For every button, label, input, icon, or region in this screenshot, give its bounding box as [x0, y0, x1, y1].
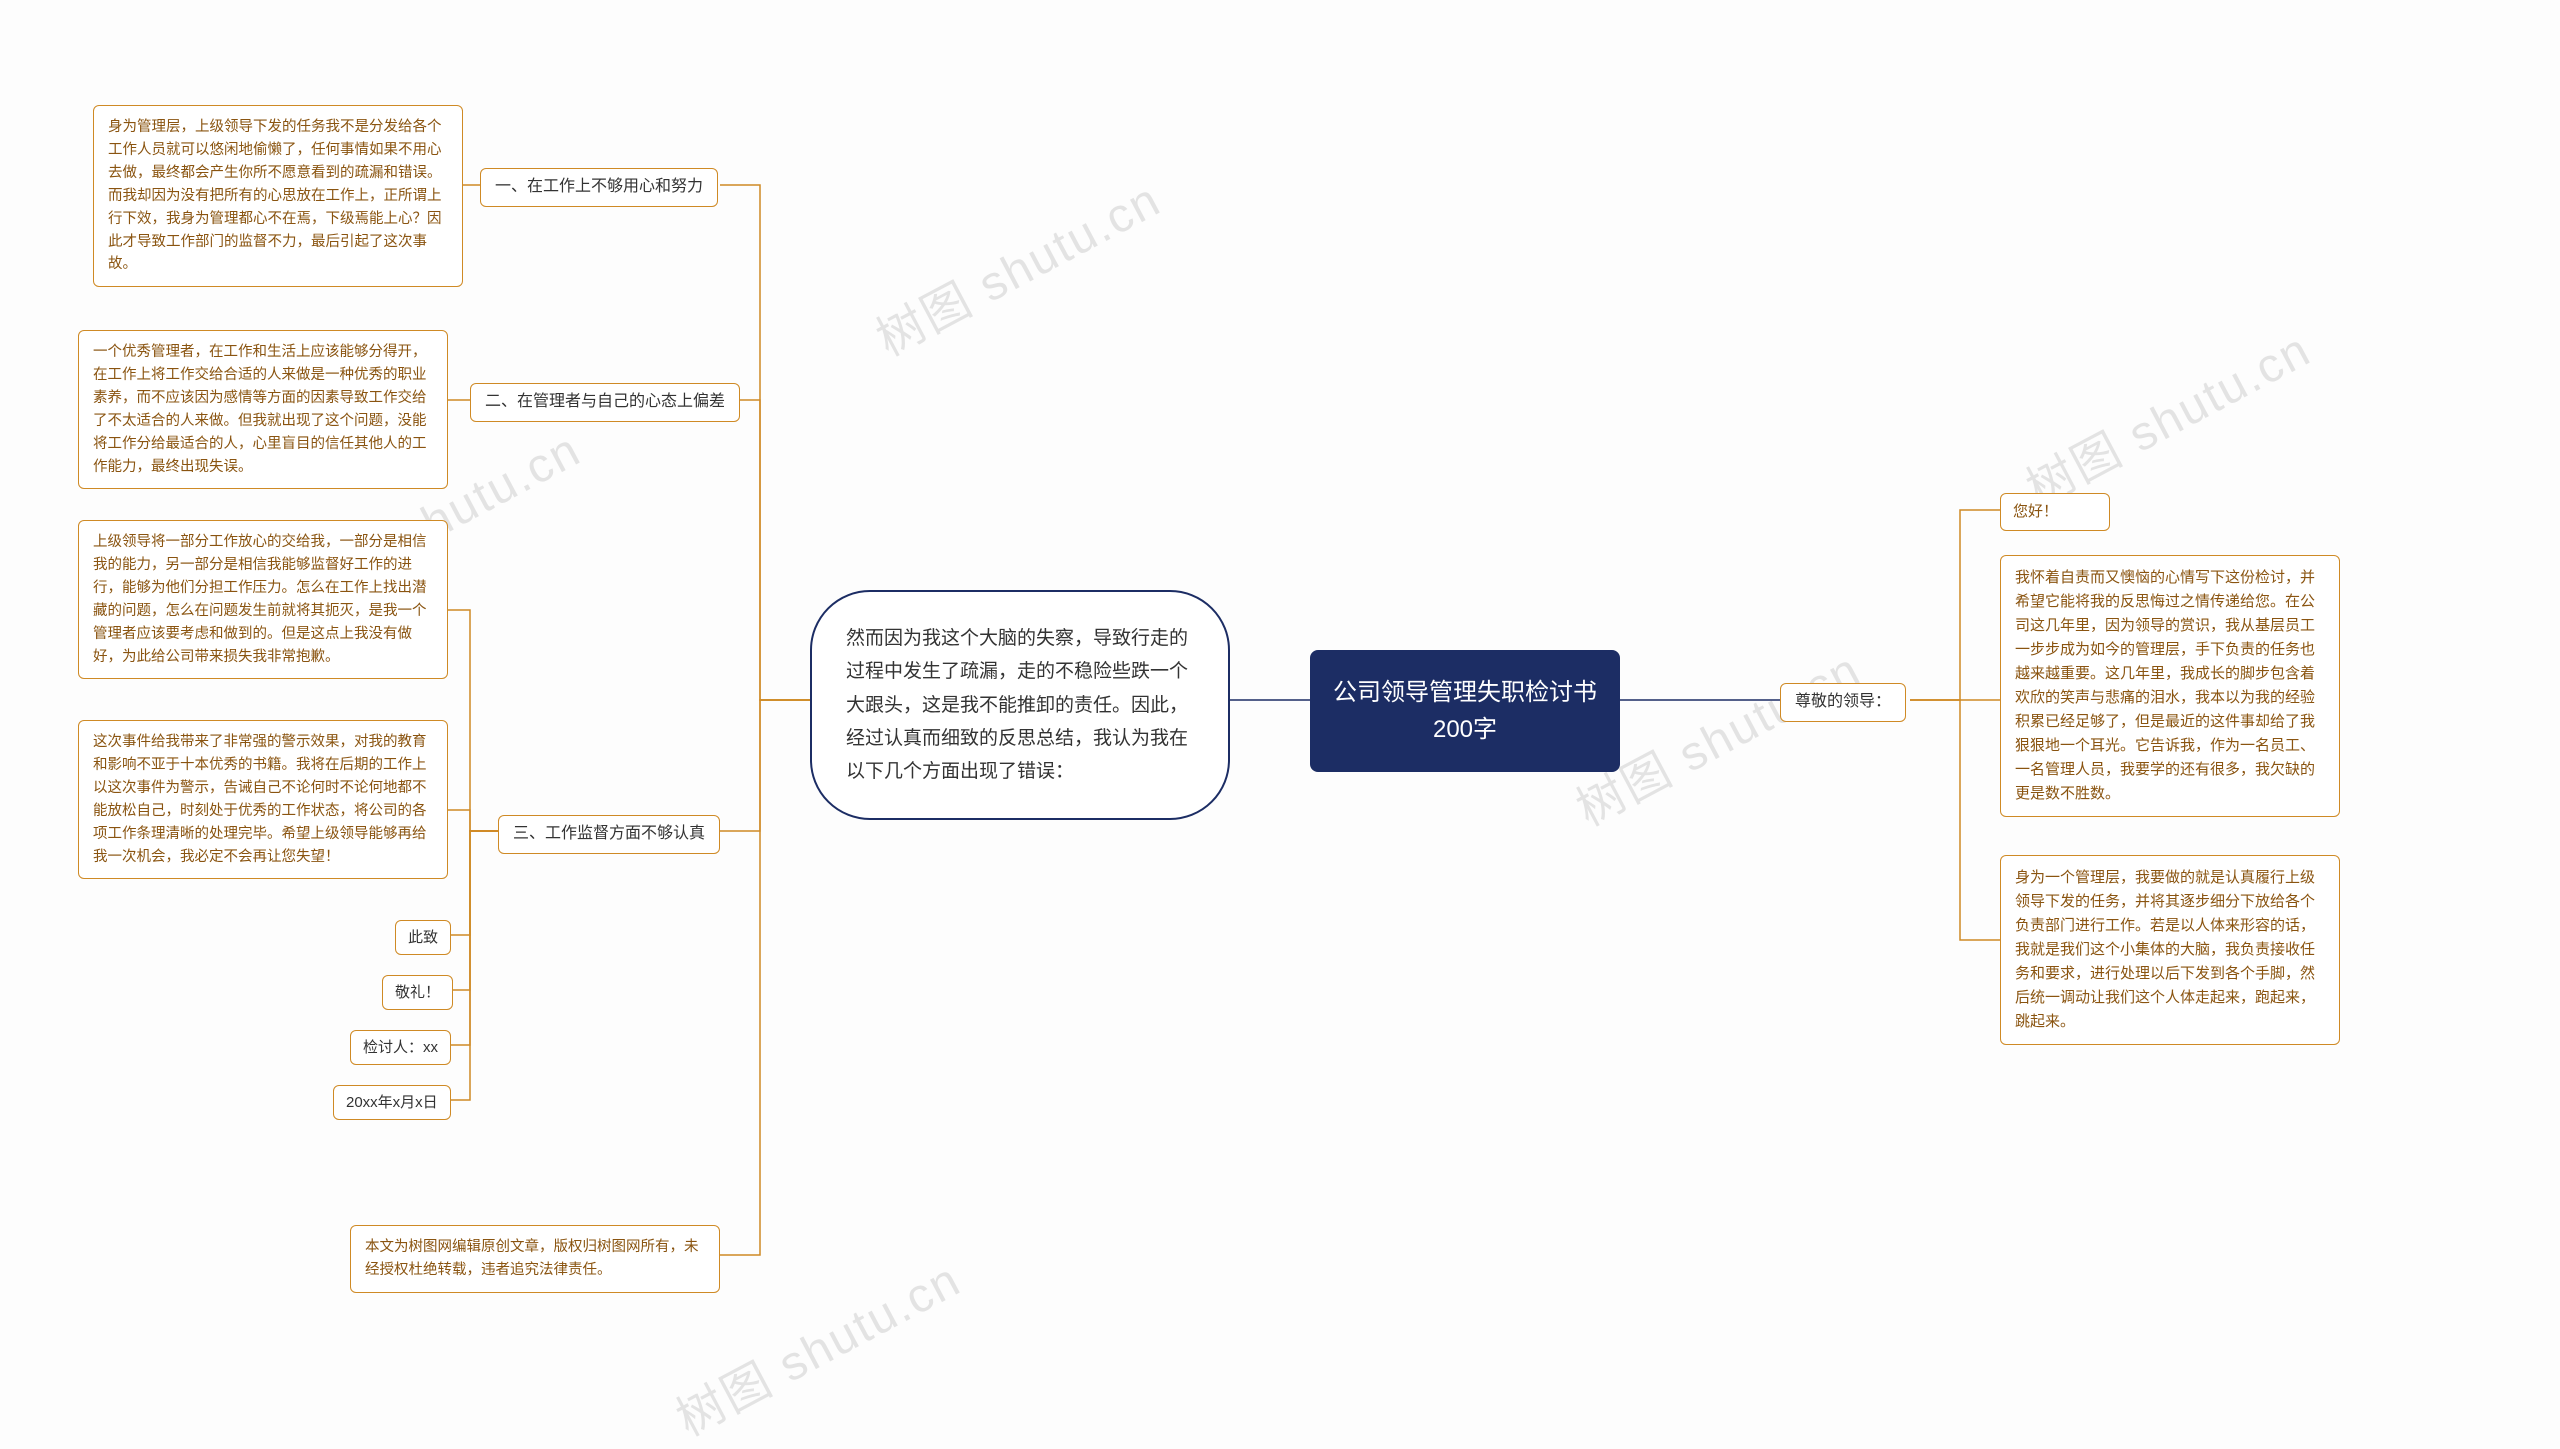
right-leaf-1[interactable]: 我怀着自责而又懊恼的心情写下这份检讨，并希望它能将我的反思悔过之情传递给您。在公…	[2000, 555, 2340, 817]
center-summary[interactable]: 然而因为我这个大脑的失察，导致行走的过程中发生了疏漏，走的不稳险些跌一个大跟头，…	[810, 590, 1230, 820]
left-leaf-1-0[interactable]: 身为管理层，上级领导下发的任务我不是分发给各个工作人员就可以悠闲地偷懒了，任何事…	[93, 105, 463, 287]
left-leaf-2-0-text: 一个优秀管理者，在工作和生活上应该能够分得开，在工作上将工作交给合适的人来做是一…	[93, 344, 427, 475]
footer-text: 本文为树图网编辑原创文章，版权归树图网所有，未经授权杜绝转载，违者追究法律责任。	[365, 1239, 699, 1278]
root-text: 公司领导管理失职检讨书200字	[1333, 679, 1597, 743]
left-branch-3-text: 三、工作监督方面不够认真	[513, 825, 705, 842]
left-branch-2[interactable]: 二、在管理者与自己的心态上偏差	[470, 383, 740, 422]
right-leaf-0-text: 您好！	[2013, 503, 2058, 520]
tail-2-text: 检讨人：xx	[363, 1039, 438, 1056]
left-branch-2-text: 二、在管理者与自己的心态上偏差	[485, 393, 725, 410]
footer-note[interactable]: 本文为树图网编辑原创文章，版权归树图网所有，未经授权杜绝转载，违者追究法律责任。	[350, 1225, 720, 1293]
right-leaf-2-text: 身为一个管理层，我要做的就是认真履行上级领导下发的任务，并将其逐步细分下放给各个…	[2015, 869, 2315, 1030]
tail-3-text: 20xx年x月x日	[346, 1094, 438, 1111]
left-branch-3[interactable]: 三、工作监督方面不够认真	[498, 815, 720, 854]
tail-0[interactable]: 此致	[395, 920, 451, 955]
right-leaf-1-text: 我怀着自责而又懊恼的心情写下这份检讨，并希望它能将我的反思悔过之情传递给您。在公…	[2015, 569, 2315, 802]
right-main[interactable]: 尊敬的领导：	[1780, 683, 1906, 722]
left-branch-1-text: 一、在工作上不够用心和努力	[495, 178, 703, 195]
left-branch-1[interactable]: 一、在工作上不够用心和努力	[480, 168, 718, 207]
right-main-text: 尊敬的领导：	[1795, 693, 1891, 710]
center-text: 然而因为我这个大脑的失察，导致行走的过程中发生了疏漏，走的不稳险些跌一个大跟头，…	[846, 628, 1188, 782]
left-leaf-3-1-text: 这次事件给我带来了非常强的警示效果，对我的教育和影响不亚于十本优秀的书籍。我将在…	[93, 734, 427, 865]
tail-1-text: 敬礼！	[395, 984, 440, 1001]
left-leaf-3-1[interactable]: 这次事件给我带来了非常强的警示效果，对我的教育和影响不亚于十本优秀的书籍。我将在…	[78, 720, 448, 879]
left-leaf-2-0[interactable]: 一个优秀管理者，在工作和生活上应该能够分得开，在工作上将工作交给合适的人来做是一…	[78, 330, 448, 489]
tail-3[interactable]: 20xx年x月x日	[333, 1085, 451, 1120]
watermark: 树图 shutu.cn	[862, 161, 1171, 370]
right-leaf-0[interactable]: 您好！	[2000, 493, 2110, 531]
left-leaf-3-0[interactable]: 上级领导将一部分工作放心的交给我，一部分是相信我的能力，另一部分是相信我能够监督…	[78, 520, 448, 679]
tail-1[interactable]: 敬礼！	[382, 975, 453, 1010]
left-leaf-3-0-text: 上级领导将一部分工作放心的交给我，一部分是相信我的能力，另一部分是相信我能够监督…	[93, 534, 427, 665]
watermark: 树图 shutu.cn	[2012, 311, 2321, 520]
left-leaf-1-0-text: 身为管理层，上级领导下发的任务我不是分发给各个工作人员就可以悠闲地偷懒了，任何事…	[108, 119, 442, 272]
root-node[interactable]: 公司领导管理失职检讨书200字	[1310, 650, 1620, 772]
tail-2[interactable]: 检讨人：xx	[350, 1030, 451, 1065]
tail-0-text: 此致	[408, 929, 438, 946]
right-leaf-2[interactable]: 身为一个管理层，我要做的就是认真履行上级领导下发的任务，并将其逐步细分下放给各个…	[2000, 855, 2340, 1045]
